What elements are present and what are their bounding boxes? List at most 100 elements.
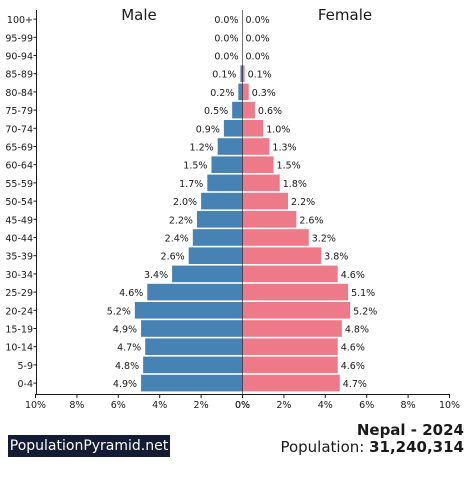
- female-value-20-24: 5.2%: [353, 306, 377, 317]
- bars-layer: 0.0% 0.0% 0.0% 0.0% 0.0% 0.0% 0.1% 0.1% 0.2% 0.3%…: [107, 15, 377, 392]
- male-value-30-34: 3.4%: [144, 270, 168, 281]
- x-tick-label-female-0: 0%: [235, 400, 250, 411]
- male-value-75-79: 0.5%: [204, 106, 228, 117]
- male-bar-30-34: [172, 265, 243, 283]
- male-bar-40-44: [192, 229, 243, 246]
- age-label-85-89: 85-89: [5, 70, 33, 81]
- female-bar-80-84: [242, 83, 249, 101]
- male-bar-25-29: [147, 283, 243, 301]
- female-bar-15-19: [242, 320, 342, 337]
- female-bar-20-24: [242, 302, 351, 319]
- female-bar-0-4: [242, 374, 340, 392]
- female-bar-70-74: [242, 120, 264, 137]
- x-tick-label-female-2: 2%: [276, 400, 291, 411]
- female-value-95-99: 0.0%: [246, 33, 270, 44]
- female-value-25-29: 5.1%: [351, 288, 375, 299]
- x-tick-label-female-6: 6%: [359, 400, 374, 411]
- age-label-70-74: 70-74: [5, 124, 33, 135]
- age-label-50-54: 50-54: [5, 197, 33, 208]
- male-value-25-29: 4.6%: [119, 288, 143, 299]
- female-value-10-14: 4.6%: [341, 343, 365, 354]
- country-year-title: Nepal - 2024: [356, 421, 464, 439]
- female-value-100plus: 0.0%: [246, 15, 270, 26]
- age-label-60-64: 60-64: [5, 161, 33, 172]
- female-value-70-74: 1.0%: [266, 124, 290, 135]
- age-label-80-84: 80-84: [5, 88, 33, 99]
- male-value-35-39: 2.6%: [161, 252, 185, 263]
- female-value-5-9: 4.6%: [341, 361, 365, 372]
- female-bar-10-14: [242, 338, 338, 355]
- age-label-65-69: 65-69: [5, 143, 33, 154]
- female-bar-60-64: [242, 156, 274, 173]
- female-header: Female: [318, 6, 372, 24]
- male-value-55-59: 1.7%: [179, 179, 203, 190]
- x-tick-label-male-8: 8%: [69, 400, 84, 411]
- age-label-90-94: 90-94: [5, 52, 33, 63]
- age-label-30-34: 30-34: [5, 270, 33, 281]
- male-value-20-24: 5.2%: [107, 306, 131, 317]
- male-bar-55-59: [207, 174, 243, 192]
- female-bar-50-54: [242, 192, 289, 210]
- age-label-15-19: 15-19: [5, 325, 33, 336]
- age-label-100plus: 100+: [7, 15, 33, 26]
- male-bar-85-89: [240, 65, 243, 82]
- female-bar-55-59: [242, 174, 280, 192]
- female-value-60-64: 1.5%: [277, 161, 301, 172]
- female-bar-35-39: [242, 247, 322, 264]
- male-value-10-14: 4.7%: [117, 343, 141, 354]
- female-bar-40-44: [242, 229, 309, 246]
- male-header: Male: [121, 6, 157, 24]
- male-value-45-49: 2.2%: [169, 215, 193, 226]
- age-label-35-39: 35-39: [5, 252, 33, 263]
- axes-layer: 100+ 95-99 90-94 85-89 80-84 75-79 70-74 65-69 6…: [5, 10, 460, 411]
- female-value-55-59: 1.8%: [283, 179, 307, 190]
- age-label-20-24: 20-24: [5, 306, 33, 317]
- x-tick-label-male-6: 6%: [111, 400, 126, 411]
- female-bar-25-29: [242, 283, 349, 301]
- female-bar-85-89: [242, 65, 245, 82]
- male-value-15-19: 4.9%: [113, 325, 137, 336]
- male-value-80-84: 0.2%: [210, 88, 234, 99]
- female-bar-65-69: [242, 138, 270, 155]
- age-label-0-4: 0-4: [17, 379, 33, 390]
- age-label-95-99: 95-99: [5, 33, 33, 44]
- female-value-50-54: 2.2%: [291, 197, 315, 208]
- male-value-40-44: 2.4%: [165, 234, 189, 245]
- age-label-25-29: 25-29: [5, 288, 33, 299]
- female-value-45-49: 2.6%: [299, 215, 323, 226]
- age-label-5-9: 5-9: [17, 361, 33, 372]
- female-value-40-44: 3.2%: [312, 234, 336, 245]
- male-value-85-89: 0.1%: [212, 70, 236, 81]
- female-value-35-39: 3.8%: [324, 252, 348, 263]
- age-label-55-59: 55-59: [5, 179, 33, 190]
- x-tick-label-male-2: 2%: [194, 400, 209, 411]
- female-bar-5-9: [242, 356, 338, 374]
- female-value-65-69: 1.3%: [272, 143, 296, 154]
- male-value-65-69: 1.2%: [190, 143, 214, 154]
- age-label-40-44: 40-44: [5, 234, 33, 245]
- male-bar-15-19: [141, 320, 243, 337]
- female-value-85-89: 0.1%: [248, 70, 272, 81]
- male-bar-80-84: [238, 83, 243, 101]
- female-value-0-4: 4.7%: [343, 379, 367, 390]
- age-label-10-14: 10-14: [5, 343, 33, 354]
- female-value-80-84: 0.3%: [252, 88, 276, 99]
- female-bar-75-79: [242, 101, 255, 119]
- male-bar-60-64: [211, 156, 243, 173]
- female-value-30-34: 4.6%: [341, 270, 365, 281]
- male-value-90-94: 0.0%: [214, 52, 238, 63]
- male-bar-5-9: [143, 356, 243, 374]
- x-tick-label-female-8: 8%: [401, 400, 416, 411]
- age-label-45-49: 45-49: [5, 215, 33, 226]
- x-tick-label-male-4: 4%: [152, 400, 167, 411]
- male-bar-20-24: [134, 302, 243, 319]
- x-tick-label-female-10: 10%: [439, 400, 460, 411]
- male-bar-35-39: [188, 247, 243, 264]
- female-bar-30-34: [242, 265, 338, 283]
- population-value: 31,240,314: [369, 438, 464, 456]
- male-value-50-54: 2.0%: [173, 197, 197, 208]
- male-bar-50-54: [201, 192, 243, 210]
- female-value-15-19: 4.8%: [345, 325, 369, 336]
- female-bar-45-49: [242, 211, 297, 228]
